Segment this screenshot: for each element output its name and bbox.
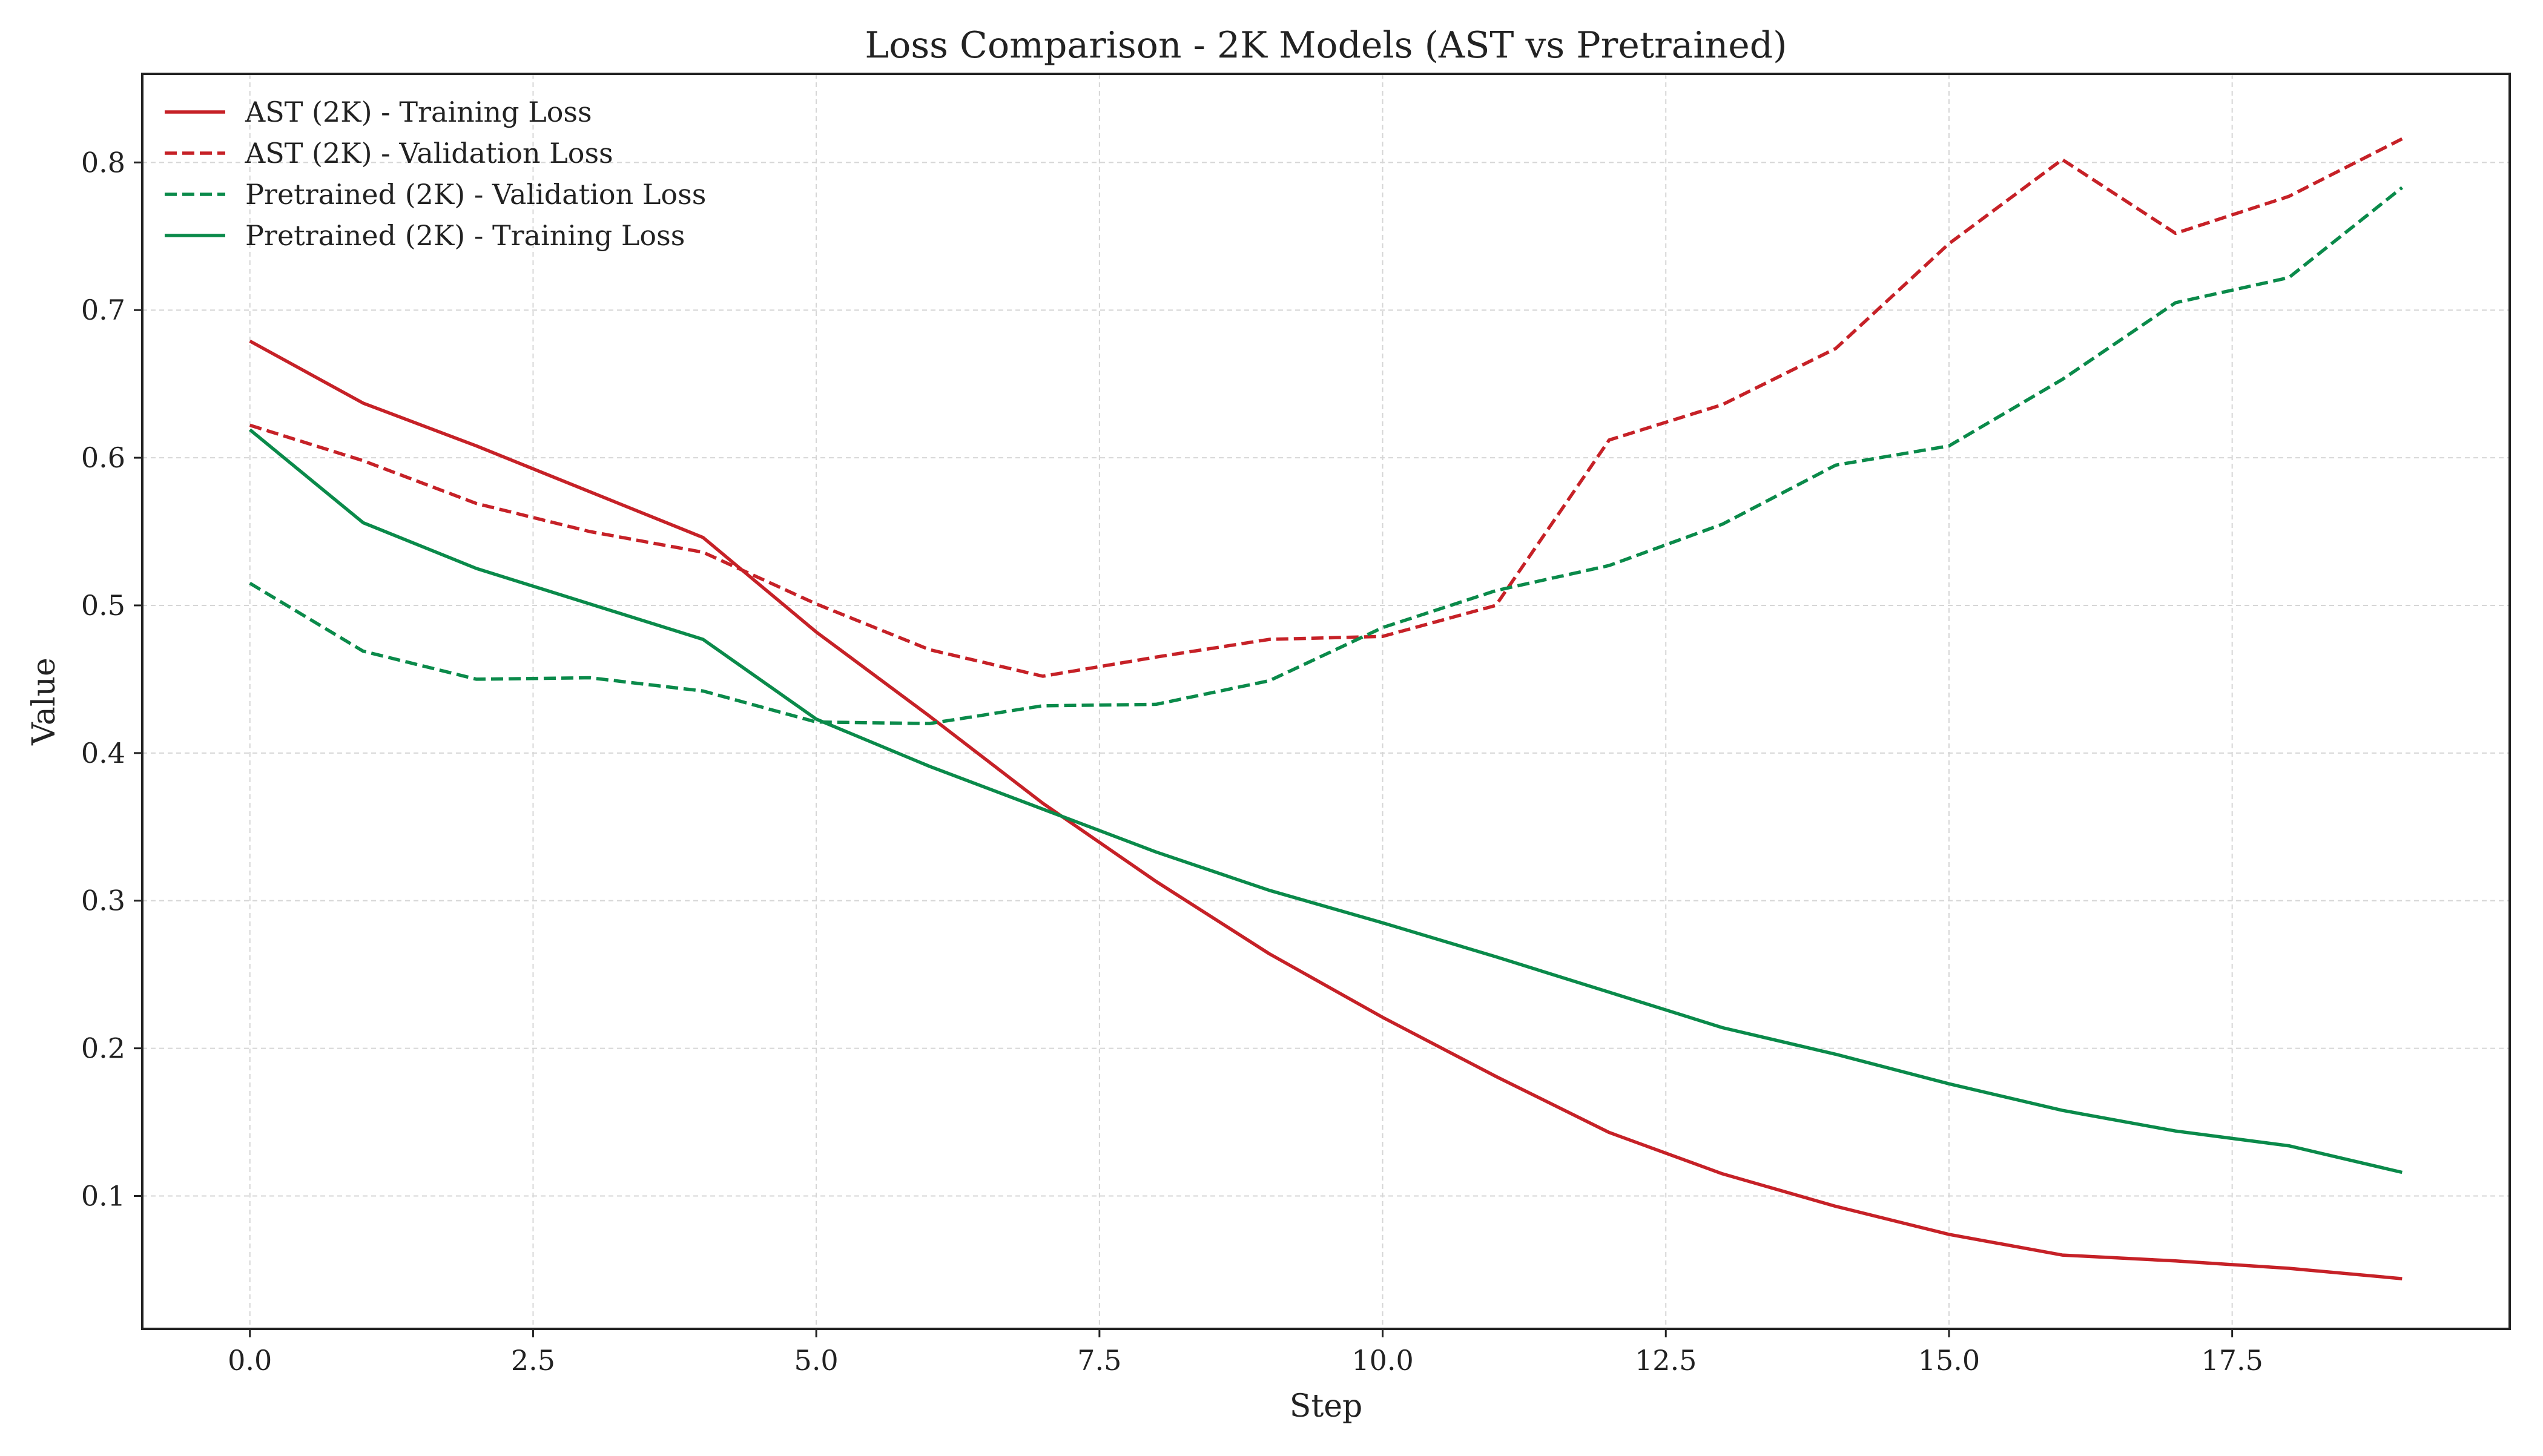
y-tick-label: 0.6: [81, 441, 125, 474]
chart-title: Loss Comparison - 2K Models (AST vs Pret…: [865, 24, 1787, 67]
legend-label: AST (2K) - Validation Loss: [245, 137, 613, 170]
y-axis-label: Value: [26, 657, 62, 746]
series-lines: [248, 137, 2404, 1280]
x-tick-label: 5.0: [794, 1344, 839, 1377]
x-tick-label: 2.5: [511, 1344, 555, 1377]
y-tick-label: 0.7: [81, 294, 125, 326]
plot-frame: [141, 73, 2511, 1330]
x-tick-label: 17.5: [2201, 1344, 2263, 1377]
y-tick-label: 0.4: [81, 737, 125, 769]
y-tick-label: 0.3: [81, 884, 125, 917]
legend-label: Pretrained (2K) - Validation Loss: [245, 178, 706, 211]
series-line-3: [249, 186, 2404, 725]
y-tick-label: 0.1: [81, 1180, 125, 1213]
y-tick-label: 0.8: [81, 146, 125, 179]
y-tick-label: 0.5: [81, 589, 125, 622]
x-tick-label: 0.0: [228, 1344, 272, 1377]
series-line-2: [249, 137, 2403, 678]
series-line-1: [249, 339, 2403, 1280]
x-tick-label: 7.5: [1077, 1344, 1121, 1377]
legend-label: AST (2K) - Training Loss: [245, 96, 592, 128]
legend-label: Pretrained (2K) - Training Loss: [245, 219, 685, 252]
x-tick-label: 12.5: [1635, 1344, 1697, 1377]
grid: [142, 74, 2510, 1329]
series-line-4: [248, 428, 2403, 1174]
x-tick-label: 15.0: [1918, 1344, 1980, 1377]
x-axis-label: Step: [1290, 1388, 1363, 1425]
x-tick-label: 10.0: [1351, 1344, 1413, 1377]
axis-ticks: 0.0 2.5 5.0 7.5 10.0 12.5 15.0 17.5 0.1 0.2 0.3 0.4…: [81, 146, 2263, 1377]
legend: AST (2K) - Training Loss AST (2K) - Valid…: [165, 96, 706, 252]
y-tick-label: 0.2: [81, 1032, 125, 1065]
